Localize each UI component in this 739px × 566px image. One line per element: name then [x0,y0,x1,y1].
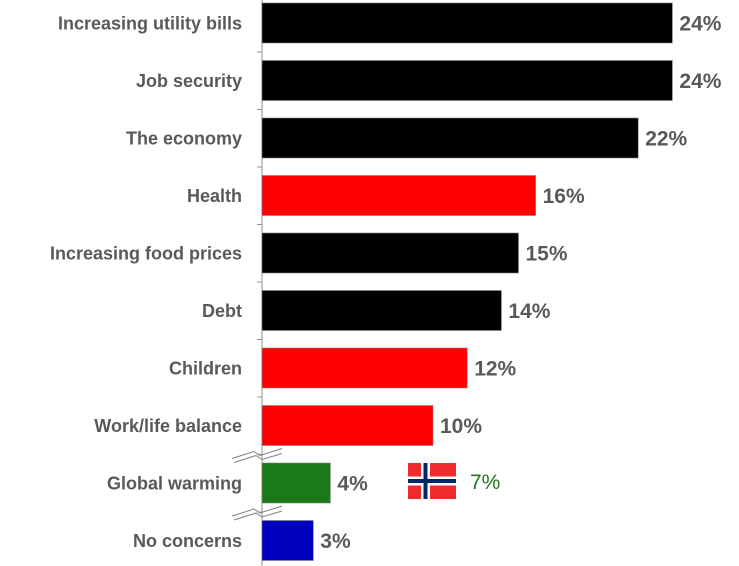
bar-debt [261,290,502,331]
bar-children [261,347,468,389]
category-label-no-concerns: No concerns [133,531,242,551]
value-label-no-concerns: 3% [320,530,351,553]
value-label-children: 12% [474,358,516,381]
category-label-global-warming: Global warming [107,474,242,494]
bar-the-economy [261,117,639,159]
bar-no-concerns [261,520,314,561]
axis-break-marker [231,505,283,517]
category-label-health: Health [187,186,242,206]
value-label-debt: 14% [508,300,550,323]
bar-global-warming [261,462,331,504]
category-label-children: Children [169,359,242,379]
axis-break-marker [233,510,283,521]
bar-health [261,175,536,216]
category-label-increasing-utility-bills: Increasing utility bills [58,14,242,34]
category-label-work-life-balance: Work/life balance [94,416,242,436]
category-label-job-security: Job security [136,71,242,91]
value-label-health: 16% [543,185,585,208]
annotation-value-label: 7% [470,471,500,494]
category-label-the-economy: The economy [126,129,242,149]
category-label-increasing-food-prices: Increasing food prices [50,244,242,264]
bar-job-security [261,60,673,101]
category-label-debt: Debt [202,301,242,321]
value-label-increasing-utility-bills: 24% [679,13,721,36]
bars-layer [261,2,673,561]
axis-break-marker [233,453,283,463]
bar-work-life-balance [261,405,434,446]
value-label-global-warming: 4% [337,473,368,496]
bar-increasing-utility-bills [261,2,673,44]
value-label-increasing-food-prices: 15% [526,243,568,266]
value-label-work-life-balance: 10% [440,415,482,438]
value-label-job-security: 24% [679,70,721,93]
value-label-the-economy: 22% [645,128,687,151]
bar-increasing-food-prices [261,232,519,274]
labels-layer: Increasing utility bills 24% Job security 2… [50,13,722,554]
norway-flag-icon [408,463,456,499]
axis-break-marker [231,448,283,459]
